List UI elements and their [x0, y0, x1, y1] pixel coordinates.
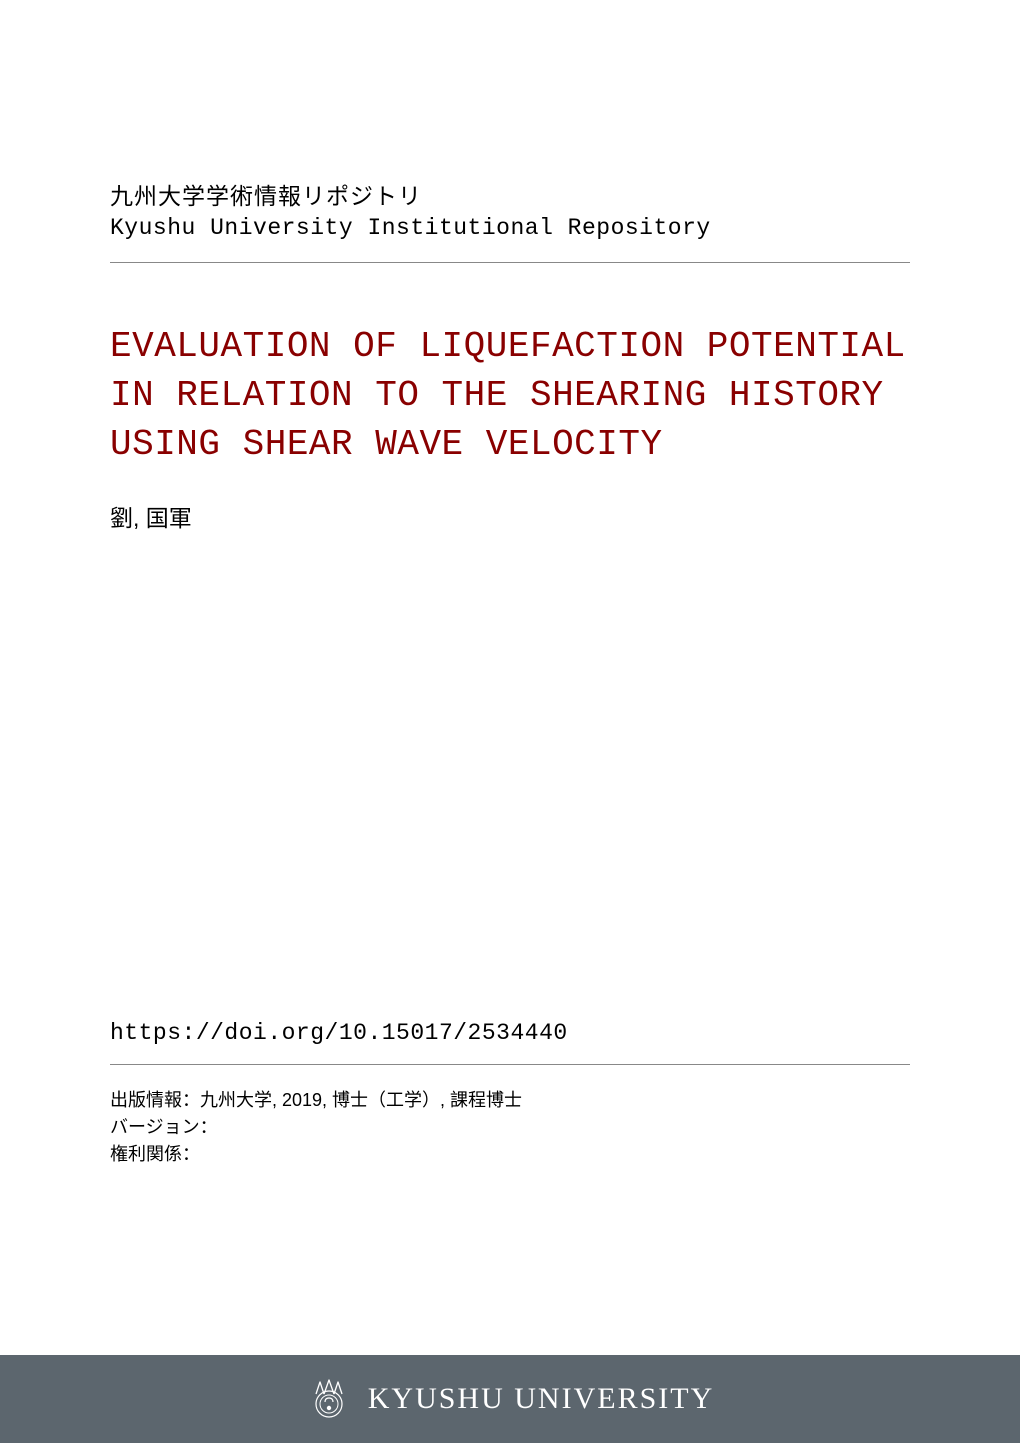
- divider-bottom: [110, 1064, 910, 1065]
- paper-author: 劉, 国軍: [110, 499, 910, 533]
- repository-header: 九州大学学術情報リポジトリ Kyushu University Institut…: [110, 180, 910, 244]
- paper-title: EVALUATION OF LIQUEFACTION POTENTIAL IN …: [110, 323, 910, 469]
- repository-name-en: Kyushu University Institutional Reposito…: [110, 212, 910, 244]
- rights-info: 権利関係：: [110, 1141, 910, 1168]
- publication-info: 出版情報：九州大学, 2019, 博士（工学）, 課程博士: [110, 1087, 910, 1114]
- version-info: バージョン：: [110, 1114, 910, 1141]
- footer: KYUSHU UNIVERSITY: [0, 1355, 1020, 1443]
- rights-label: 権利関係：: [110, 1144, 200, 1164]
- version-label: バージョン：: [110, 1117, 218, 1137]
- divider-top: [110, 262, 910, 263]
- university-logo-icon: [306, 1376, 352, 1422]
- publication-value: 九州大学, 2019, 博士（工学）, 課程博士: [200, 1090, 522, 1110]
- doi-link[interactable]: https://doi.org/10.15017/2534440: [110, 1020, 910, 1046]
- metadata-block: 出版情報：九州大学, 2019, 博士（工学）, 課程博士 バージョン： 権利関…: [110, 1087, 910, 1168]
- publication-label: 出版情報：: [110, 1090, 200, 1110]
- university-name: KYUSHU UNIVERSITY: [368, 1382, 715, 1416]
- doi-section: https://doi.org/10.15017/2534440 出版情報：九州…: [110, 1020, 910, 1168]
- repository-name-jp: 九州大学学術情報リポジトリ: [110, 180, 910, 212]
- page-content: 九州大学学術情報リポジトリ Kyushu University Institut…: [0, 0, 1020, 533]
